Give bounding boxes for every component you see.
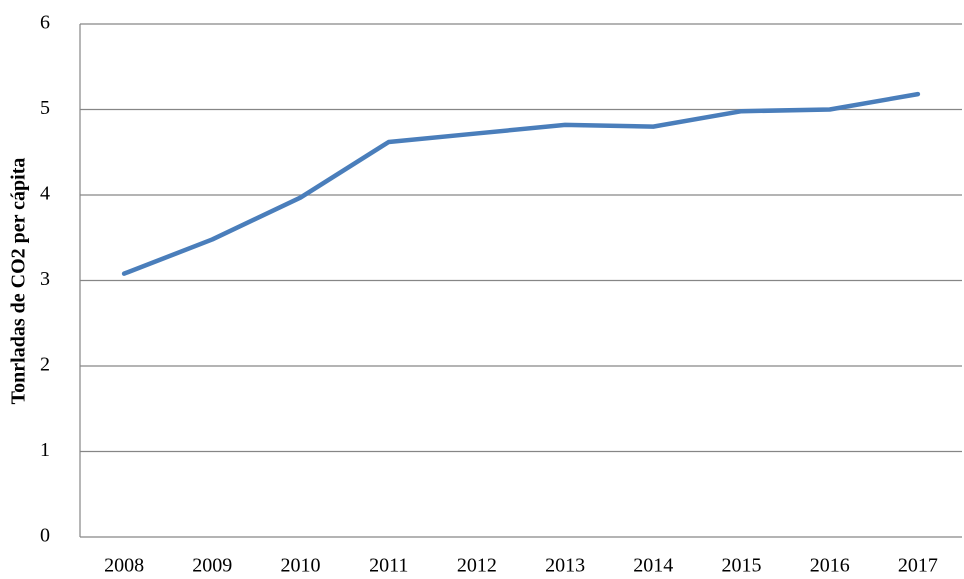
x-tick-label: 2009: [192, 555, 232, 577]
y-tick-label: 0: [40, 525, 50, 547]
y-tick-label: 6: [40, 12, 50, 34]
x-tick-label: 2010: [281, 555, 321, 577]
x-tick-label: 2012: [457, 555, 497, 577]
data-line: [124, 94, 918, 274]
y-tick-label: 4: [40, 183, 50, 205]
y-tick-label: 2: [40, 354, 50, 376]
x-tick-label: 2011: [369, 555, 408, 577]
page: {"chart_data": {"type": "line", "y_label…: [0, 0, 964, 579]
y-tick-label: 3: [40, 268, 50, 290]
chart: Tonrladas de CO2 per cápita 0 1 2 3 4 5 6 2008 2…: [0, 0, 964, 579]
y-tick-label: 1: [40, 439, 50, 461]
x-tick-label: 2017: [898, 555, 938, 577]
y-axis-label: Tonrladas de CO2 per cápita: [8, 158, 30, 405]
x-tick-label: 2008: [104, 555, 144, 577]
x-tick-label: 2016: [810, 555, 850, 577]
y-tick-label: 5: [40, 97, 50, 119]
x-tick-label: 2014: [633, 555, 673, 577]
x-tick-label: 2013: [545, 555, 585, 577]
x-tick-label: 2015: [722, 555, 762, 577]
